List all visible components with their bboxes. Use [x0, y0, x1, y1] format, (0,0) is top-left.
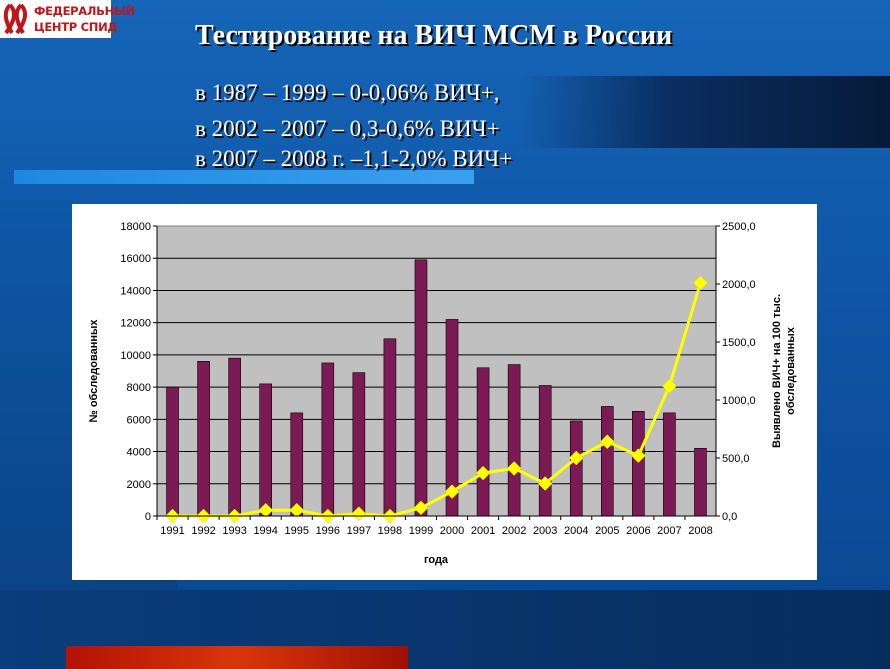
logo-text: ФЕДЕРАЛЬНЫЙ ЦЕНТР СПИД — [34, 3, 135, 35]
line-marker-2002 — [506, 461, 522, 476]
bar-1998 — [383, 338, 397, 517]
decorative-blue-bar — [14, 170, 474, 184]
y-tick-label: 16000 — [120, 253, 151, 265]
line-marker-2005 — [599, 434, 615, 450]
x-tick-label: 2000 — [440, 525, 464, 537]
y-tick-label: 10000 — [120, 350, 151, 362]
y2-tick-label: 2000,0 — [722, 279, 756, 291]
x-tick-label: 1992 — [191, 525, 215, 537]
bar-1991 — [166, 386, 179, 517]
x-tick-label: 1991 — [160, 525, 184, 537]
x-tick-label: 2006 — [626, 525, 650, 537]
line-marker-2007 — [662, 378, 677, 394]
y-tick-label: 2000 — [127, 479, 151, 491]
y2-axis-title-line-1: Выявлено ВИЧ+ на 100 тыс. — [771, 294, 783, 448]
logo-line-1: ФЕДЕРАЛЬНЫЙ — [34, 4, 135, 18]
y2-tick-label: 1000,0 — [722, 395, 756, 407]
x-tick-label: 2004 — [564, 525, 588, 537]
bar-1992 — [197, 361, 210, 517]
bar-2007 — [663, 412, 676, 517]
y2-tick-label: 1500,0 — [722, 337, 756, 349]
subtitle-line-1: в 1987 – 1999 – 0-0,06% ВИЧ+, — [195, 80, 500, 105]
line-marker-2004 — [568, 450, 584, 466]
bar-2006 — [632, 410, 645, 517]
y2-tick-label: 2500,0 — [722, 221, 756, 233]
y-tick-label: 6000 — [127, 414, 151, 426]
federal-aids-center-logo: ФЕДЕРАЛЬНЫЙ ЦЕНТР СПИД — [0, 0, 135, 38]
bar-1997 — [352, 372, 366, 517]
line-marker-2000 — [444, 484, 460, 499]
line-marker-2006 — [631, 448, 646, 464]
slide-title: Тестирование на ВИЧ МСМ в России — [195, 20, 673, 51]
x-tick-label: 1994 — [253, 525, 277, 537]
bar-1995 — [290, 412, 304, 517]
x-tick-label: 1999 — [409, 525, 433, 537]
y-tick-label: 4000 — [127, 447, 151, 459]
x-axis-title: года — [424, 554, 449, 566]
bar-2001 — [476, 367, 490, 517]
y-tick-label: 18000 — [120, 221, 151, 233]
bar-1996 — [321, 362, 335, 517]
combo-chart: 0 2000 4000 6000 8000 10000 12000 14000 16000 180… — [88, 221, 797, 566]
y2-tick-label: 500,0 — [722, 453, 750, 465]
y2-axis-title-line-2: обследованных — [785, 326, 797, 415]
x-tick-label: 2001 — [471, 525, 495, 537]
bar-2003 — [538, 385, 552, 517]
bar-2008 — [694, 448, 707, 517]
bar-1994 — [259, 383, 272, 517]
x-tick-label: 1998 — [378, 525, 402, 537]
x-tick-label: 2003 — [533, 525, 557, 537]
background-top-stripe — [520, 76, 890, 148]
y-tick-label: 14000 — [120, 285, 151, 297]
line-marker-1994 — [258, 502, 274, 518]
line-marker-2008 — [693, 275, 708, 291]
x-tick-label: 1996 — [316, 525, 340, 537]
decorative-red-bar — [66, 646, 408, 669]
red-ribbon-icon — [3, 3, 28, 35]
line-marker-1997 — [351, 506, 367, 522]
line-marker-2001 — [475, 465, 491, 481]
y-tick-label: 0 — [145, 511, 151, 523]
bar-1999 — [414, 259, 428, 517]
bar-2004 — [569, 420, 583, 517]
bar-2005 — [601, 406, 614, 517]
y-tick-label: 8000 — [127, 382, 151, 394]
x-tick-label: 1995 — [285, 525, 309, 537]
x-tick-label: 2007 — [657, 525, 681, 537]
x-tick-label: 2008 — [688, 525, 712, 537]
line-marker-1995 — [289, 502, 305, 518]
subtitle-line-2: в 2002 – 2007 – 0,3-0,6% ВИЧ+ — [195, 116, 500, 141]
x-tick-label: 1997 — [347, 525, 371, 537]
chart-container: 0 2000 4000 6000 8000 10000 12000 14000 16000 180… — [72, 204, 817, 580]
x-tick-label: 2005 — [595, 525, 619, 537]
bar-2002 — [507, 364, 521, 517]
y-tick-label: 12000 — [120, 318, 151, 330]
logo-line-2: ЦЕНТР СПИД — [34, 20, 118, 34]
bar-1993 — [228, 357, 241, 517]
line-marker-1999 — [413, 500, 429, 516]
y2-tick-label: 0,0 — [722, 511, 737, 523]
subtitle-line-3: в 2007 – 2008 г. –1,1-2,0% ВИЧ+ — [195, 146, 513, 171]
line-marker-2003 — [537, 476, 553, 491]
plot-area — [156, 225, 717, 517]
x-tick-label: 1993 — [222, 525, 246, 537]
x-tick-label: 2002 — [502, 525, 526, 537]
y-axis-title: № обследованных — [88, 319, 100, 423]
